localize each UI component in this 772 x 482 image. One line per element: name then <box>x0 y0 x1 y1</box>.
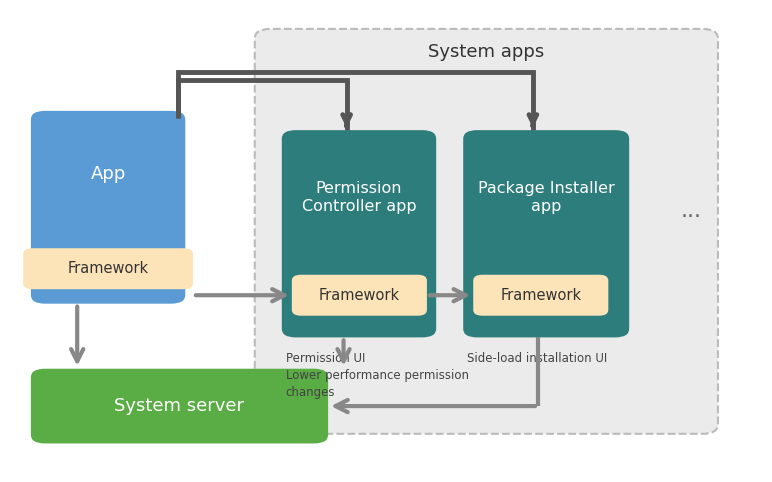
FancyBboxPatch shape <box>23 248 193 289</box>
Text: Framework: Framework <box>67 261 149 276</box>
FancyBboxPatch shape <box>292 275 427 316</box>
FancyBboxPatch shape <box>31 369 328 443</box>
FancyBboxPatch shape <box>282 130 436 337</box>
Text: ...: ... <box>680 201 702 221</box>
Text: Permission
Controller app: Permission Controller app <box>302 181 416 214</box>
FancyBboxPatch shape <box>255 29 718 434</box>
Text: Framework: Framework <box>500 288 581 303</box>
Text: Package Installer
app: Package Installer app <box>478 181 615 214</box>
Text: Side-load installation UI: Side-load installation UI <box>467 352 608 365</box>
FancyBboxPatch shape <box>473 275 608 316</box>
Text: Framework: Framework <box>319 288 400 303</box>
Text: System server: System server <box>114 397 245 415</box>
FancyBboxPatch shape <box>463 130 629 337</box>
FancyBboxPatch shape <box>31 111 185 304</box>
Text: System apps: System apps <box>428 43 544 61</box>
Text: App: App <box>90 164 126 183</box>
Text: Permission UI
Lower performance permission
changes: Permission UI Lower performance permissi… <box>286 352 469 399</box>
